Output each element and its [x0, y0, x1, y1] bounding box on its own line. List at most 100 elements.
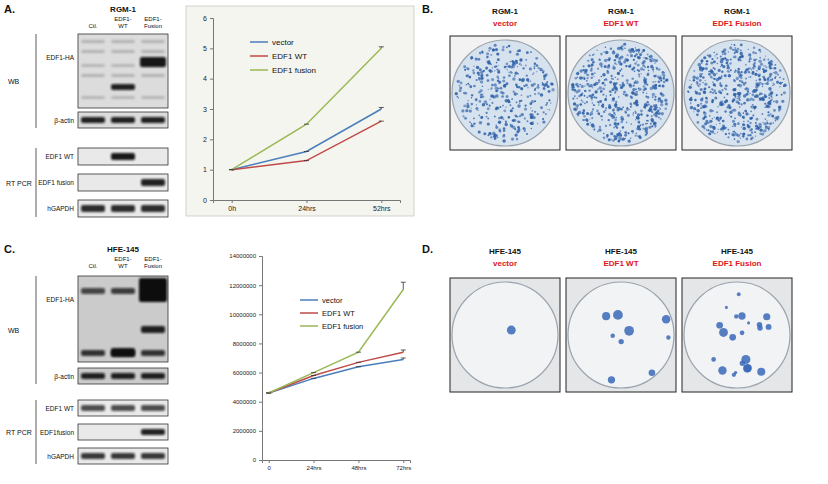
- colony: [714, 133, 715, 134]
- colony: [604, 98, 607, 101]
- colony: [725, 133, 727, 135]
- colony: [647, 54, 649, 56]
- colony: [700, 103, 702, 105]
- colony: [598, 79, 601, 82]
- tick-mark: [210, 18, 213, 19]
- colony: [758, 126, 761, 129]
- colony: [624, 47, 626, 49]
- colony: [630, 54, 633, 57]
- colony: [495, 125, 497, 127]
- bracket: [36, 148, 37, 217]
- tick-label: 2000000: [233, 428, 257, 434]
- colony: [526, 75, 528, 77]
- colony: [468, 76, 471, 79]
- colony: [655, 87, 657, 89]
- colony: [734, 125, 736, 127]
- blot-band: [141, 429, 165, 435]
- colony: [591, 64, 594, 67]
- colony: [617, 47, 620, 50]
- colony: [613, 126, 615, 128]
- colony: [762, 122, 763, 123]
- colony: [764, 103, 766, 105]
- tick-label: 4: [203, 75, 207, 82]
- colony: [618, 339, 623, 344]
- colony: [654, 98, 656, 100]
- tick-label: 12000000: [229, 283, 256, 289]
- blot-band: [81, 453, 105, 459]
- colony: [486, 116, 488, 118]
- colony: [658, 68, 660, 70]
- colony: [551, 88, 554, 91]
- colony: [658, 117, 660, 119]
- colony: [638, 52, 640, 54]
- colony: [725, 99, 728, 102]
- colony: [494, 65, 497, 68]
- colony: [740, 50, 742, 52]
- error-cap: [266, 392, 271, 393]
- colony: [660, 80, 662, 82]
- colony: [757, 322, 763, 328]
- colony: [591, 73, 594, 76]
- colony: [638, 76, 640, 78]
- colony: [537, 86, 540, 89]
- colony: [749, 57, 752, 60]
- colony: [644, 103, 647, 106]
- colony: [647, 66, 649, 68]
- colony: [765, 126, 768, 129]
- colony: [545, 104, 547, 106]
- tick-label: 5: [203, 45, 207, 52]
- colony: [650, 123, 652, 125]
- series-line: [269, 359, 404, 393]
- colony: [467, 100, 468, 101]
- colony: [543, 87, 545, 89]
- tick-label: 2: [203, 136, 207, 143]
- colony: [725, 88, 727, 90]
- colony: [642, 92, 644, 94]
- colony: [612, 110, 613, 111]
- colony: [512, 77, 515, 80]
- colony: [508, 65, 511, 68]
- blot-strip: [78, 276, 168, 362]
- colony: [529, 95, 531, 97]
- colony: [717, 132, 718, 133]
- colony: [482, 52, 484, 54]
- blot-band: [111, 96, 135, 99]
- blot-band: [81, 40, 105, 43]
- blot-band: [81, 64, 105, 67]
- colony: [721, 51, 724, 54]
- lane-label-line: Ctl.: [89, 23, 98, 29]
- colony: [754, 73, 757, 76]
- colony: [733, 44, 735, 46]
- colony: [699, 79, 702, 82]
- colony: [599, 86, 603, 90]
- colony: [518, 49, 521, 52]
- colony: [617, 107, 621, 111]
- blot-band: [141, 405, 165, 411]
- colony: [505, 106, 506, 107]
- row-label: EDF1-HA: [46, 54, 74, 61]
- colony: [466, 75, 469, 78]
- colony: [737, 92, 740, 95]
- colony: [691, 84, 692, 85]
- colony: [642, 127, 644, 129]
- colony: [700, 107, 702, 109]
- colony: [578, 72, 579, 73]
- tick-mark: [307, 200, 308, 203]
- colony: [783, 84, 786, 87]
- colony: [732, 373, 736, 377]
- colony: [576, 98, 578, 100]
- colony: [745, 82, 747, 84]
- colony: [753, 89, 757, 93]
- colony: [689, 98, 692, 101]
- colony: [576, 113, 579, 116]
- colony: [524, 130, 526, 132]
- colony: [581, 100, 583, 102]
- colony: [460, 82, 463, 85]
- colony: [776, 94, 778, 96]
- colony: [636, 61, 637, 62]
- colony: [478, 77, 480, 79]
- error-bar: [356, 352, 361, 353]
- colony: [602, 312, 610, 320]
- colony: [694, 99, 696, 101]
- colony: [477, 110, 478, 111]
